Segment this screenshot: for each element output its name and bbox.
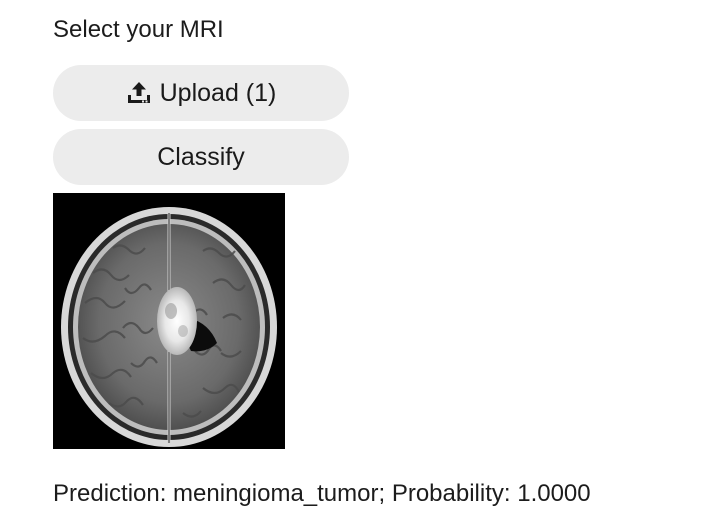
upload-button[interactable]: Upload (1) — [53, 65, 349, 121]
classify-button[interactable]: Classify — [53, 129, 349, 185]
upload-button-label: Upload (1) — [159, 78, 277, 107]
upload-icon — [127, 82, 150, 103]
mri-preview-image — [53, 193, 285, 449]
select-mri-label: Select your MRI — [53, 16, 224, 43]
classify-button-label: Classify — [157, 142, 245, 171]
prediction-result: Prediction: meningioma_tumor; Probabilit… — [53, 480, 591, 507]
